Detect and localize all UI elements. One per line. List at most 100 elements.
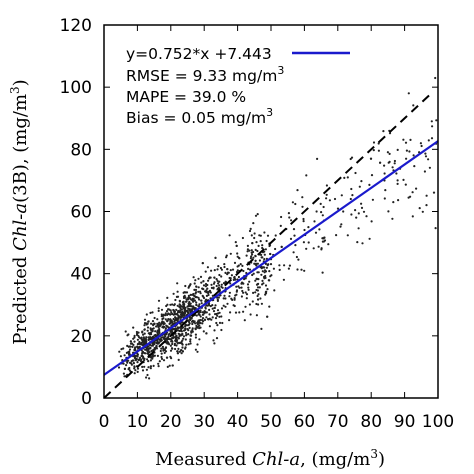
- data-point: [187, 307, 190, 310]
- data-point: [159, 349, 162, 353]
- data-point: [246, 283, 250, 286]
- data-point: [147, 366, 150, 369]
- data-point: [216, 309, 220, 312]
- data-point: [189, 334, 192, 337]
- data-point: [178, 299, 181, 302]
- data-point: [142, 336, 145, 339]
- data-point: [141, 331, 144, 334]
- data-point: [146, 326, 150, 329]
- data-point: [178, 350, 181, 353]
- data-point: [192, 305, 195, 308]
- data-point: [189, 302, 192, 305]
- data-point: [157, 362, 160, 365]
- data-point: [252, 272, 255, 275]
- data-point: [323, 239, 327, 242]
- data-point: [230, 297, 233, 300]
- data-point: [340, 223, 343, 226]
- data-point: [144, 337, 147, 341]
- data-point: [379, 161, 382, 164]
- data-point: [166, 336, 169, 340]
- data-point: [241, 264, 244, 267]
- data-point: [163, 351, 166, 354]
- data-point: [179, 322, 182, 325]
- data-point: [218, 321, 222, 324]
- data-point: [254, 259, 257, 262]
- data-point: [434, 76, 437, 80]
- data-point: [413, 165, 416, 168]
- data-point: [147, 338, 150, 341]
- data-point: [234, 241, 237, 244]
- data-point: [212, 287, 215, 290]
- data-point: [184, 331, 188, 334]
- data-point: [171, 347, 174, 350]
- data-point: [253, 236, 256, 240]
- data-point: [231, 268, 235, 271]
- x-tick-label: 100: [422, 412, 454, 432]
- data-point: [201, 311, 204, 314]
- data-point: [391, 166, 394, 169]
- data-point: [188, 326, 191, 329]
- data-point: [146, 358, 149, 361]
- data-point: [149, 336, 152, 339]
- data-point: [371, 198, 374, 201]
- data-point: [192, 276, 195, 279]
- data-point: [191, 327, 194, 330]
- data-point: [188, 322, 191, 325]
- data-point: [138, 340, 141, 344]
- data-point: [229, 277, 232, 280]
- data-point: [202, 284, 206, 287]
- data-point: [273, 289, 276, 292]
- data-point: [136, 355, 139, 358]
- data-point: [254, 262, 258, 265]
- data-point: [247, 267, 250, 270]
- data-point: [182, 337, 185, 340]
- data-point: [184, 338, 187, 341]
- data-point: [408, 150, 411, 153]
- data-point: [216, 314, 219, 317]
- data-point: [377, 149, 380, 152]
- data-point: [360, 202, 363, 205]
- data-point: [151, 330, 154, 333]
- y-tick-label: 80: [70, 140, 92, 160]
- data-point: [296, 189, 299, 192]
- x-tick-label: 20: [160, 412, 182, 432]
- data-point: [218, 284, 221, 287]
- data-point: [150, 349, 153, 353]
- data-point: [150, 322, 153, 325]
- data-point: [325, 184, 328, 187]
- data-point: [175, 344, 178, 347]
- data-point: [263, 258, 266, 261]
- data-point: [228, 234, 231, 237]
- data-point: [182, 335, 186, 338]
- data-point: [172, 292, 175, 295]
- data-point: [133, 372, 136, 375]
- data-point: [204, 306, 207, 309]
- rmse-annotation: RMSE = 9.33 mg/m3: [126, 64, 284, 85]
- data-point: [122, 372, 125, 375]
- data-point: [197, 313, 200, 316]
- data-point: [321, 214, 324, 217]
- data-point: [189, 338, 192, 341]
- data-point: [314, 231, 318, 234]
- data-point: [143, 365, 146, 368]
- data-point: [246, 250, 249, 253]
- data-point: [256, 213, 259, 216]
- data-point: [195, 285, 198, 288]
- data-point: [208, 325, 211, 328]
- data-point: [395, 172, 398, 175]
- data-point: [249, 257, 252, 260]
- y-tick-label: 120: [60, 16, 92, 36]
- data-point: [294, 202, 297, 206]
- data-point: [409, 195, 412, 198]
- data-point: [384, 189, 387, 192]
- data-point: [282, 278, 285, 281]
- data-point: [264, 284, 268, 287]
- data-point: [140, 354, 143, 358]
- data-point: [243, 319, 246, 322]
- data-point: [214, 317, 218, 320]
- data-point: [236, 269, 239, 272]
- data-point: [370, 174, 374, 177]
- data-point: [188, 300, 191, 304]
- data-point: [143, 324, 146, 327]
